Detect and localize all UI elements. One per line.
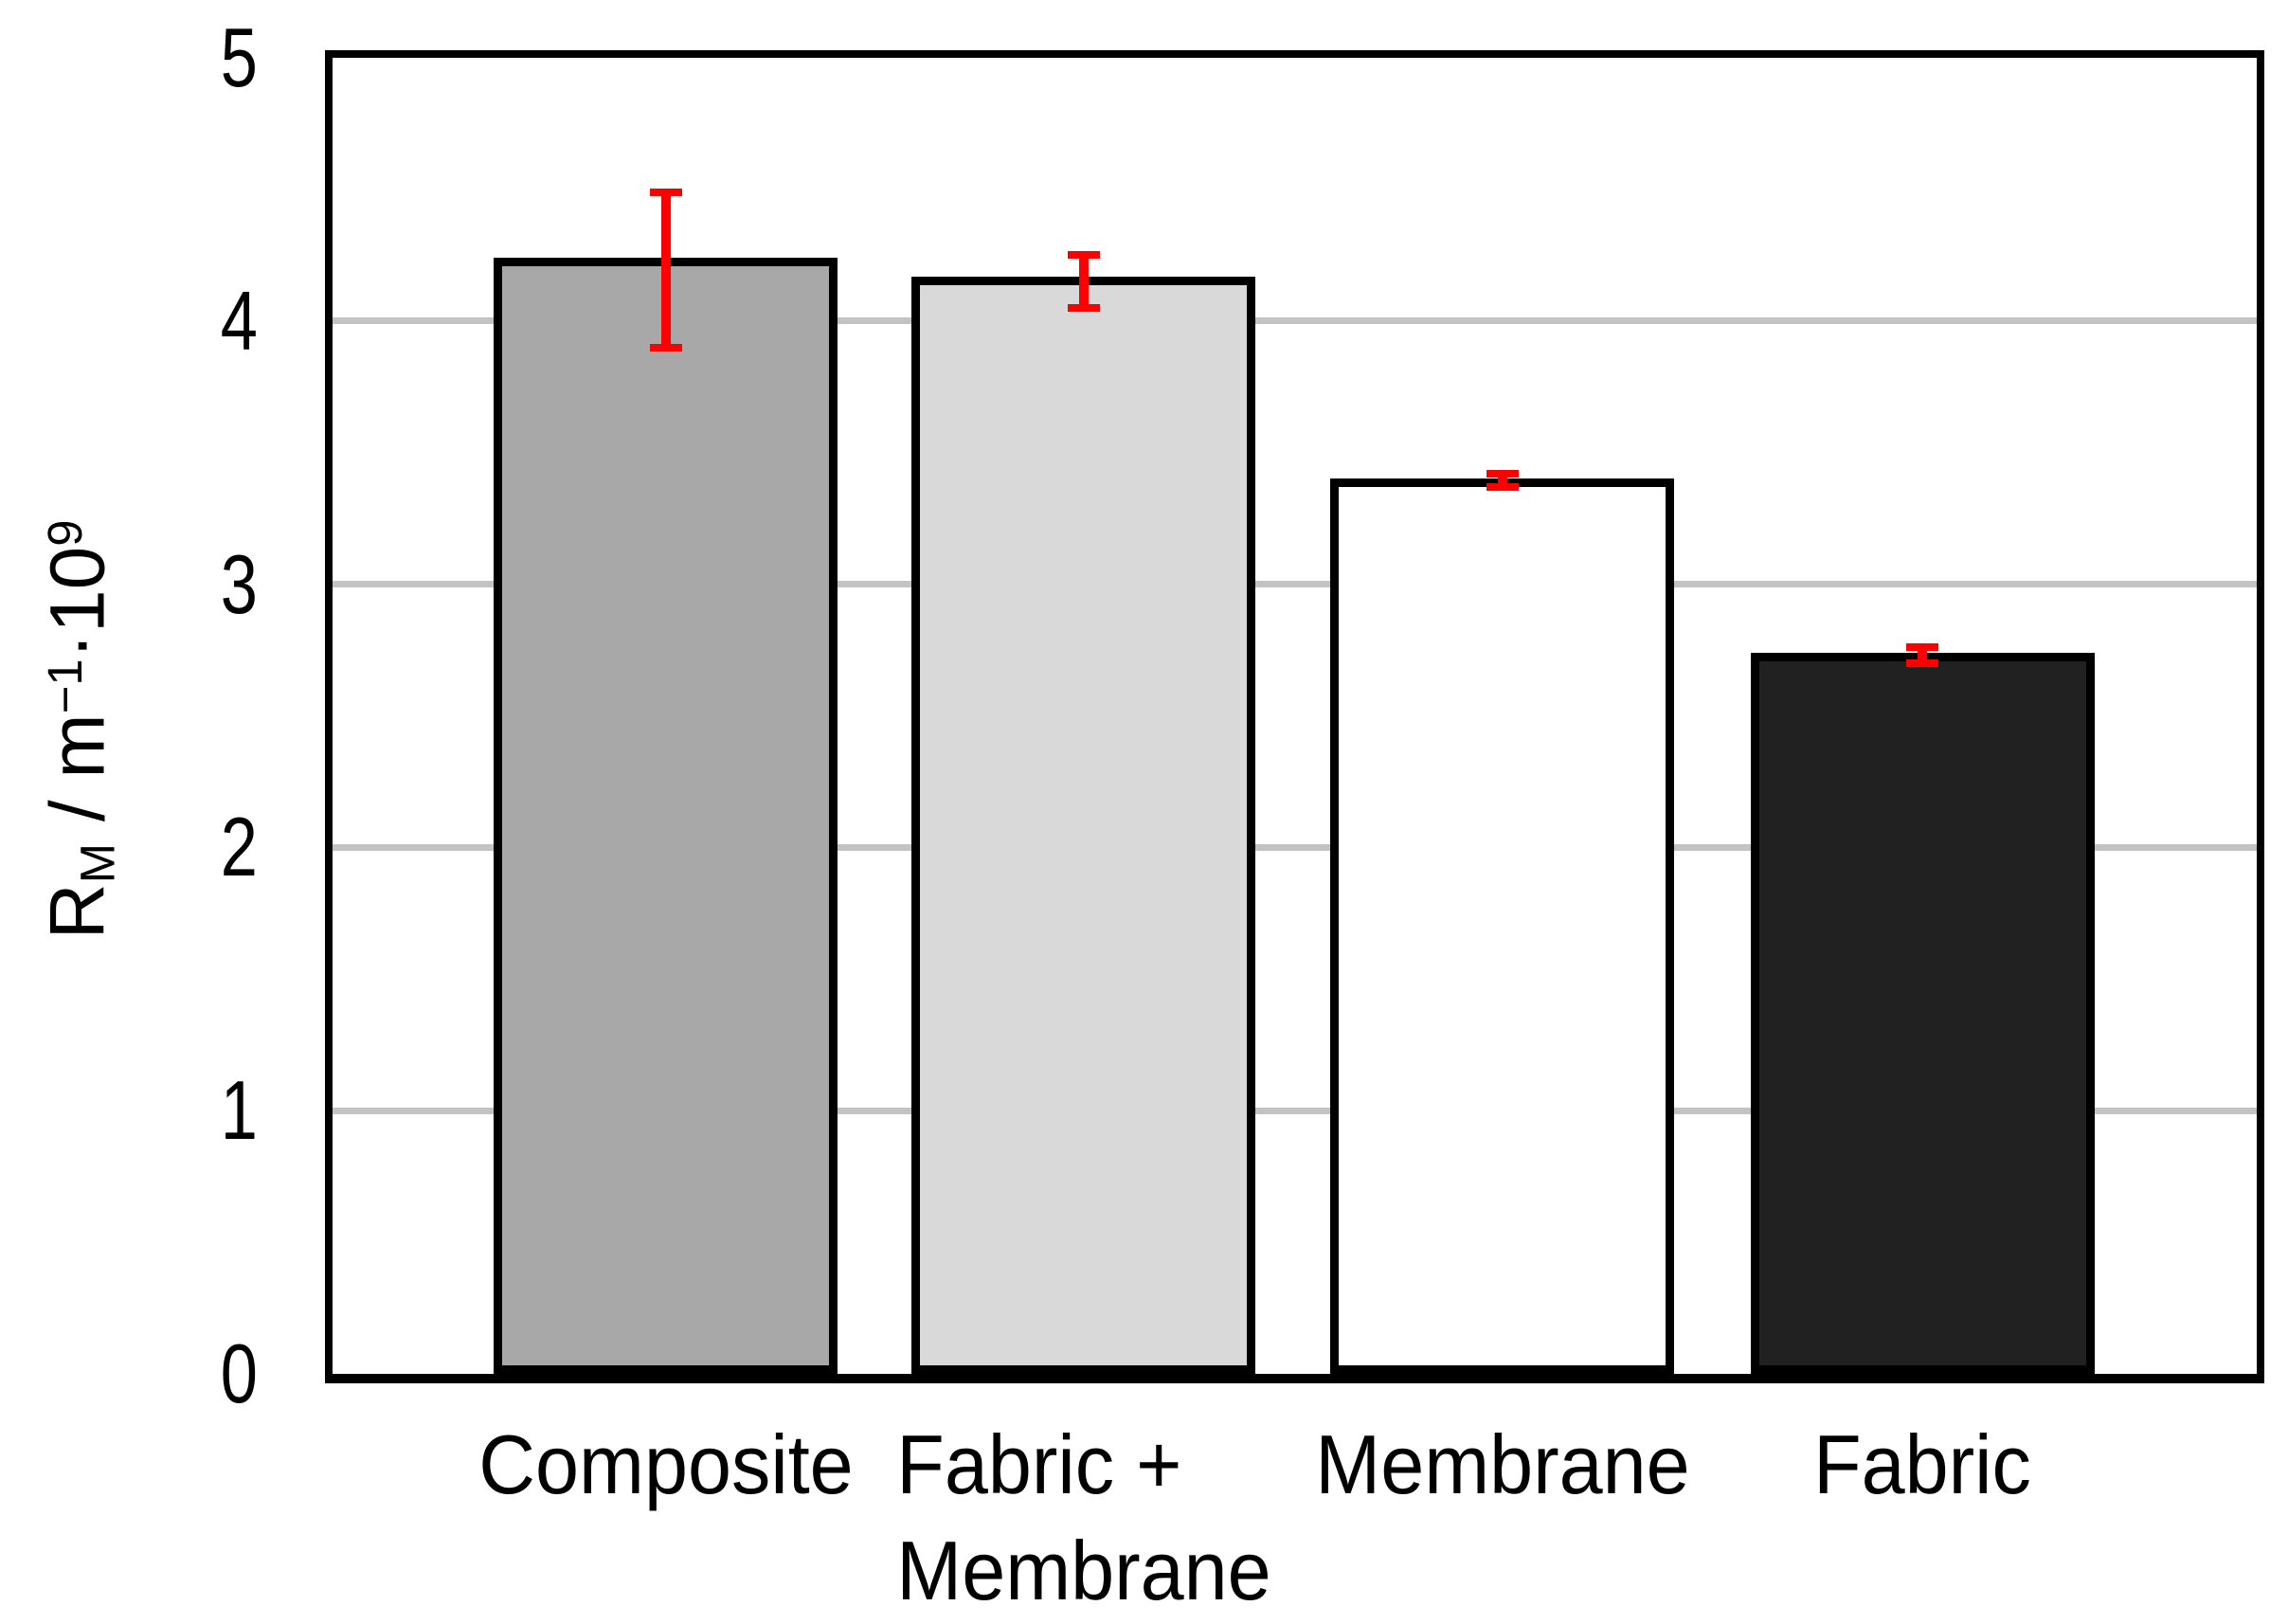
error-bar-fabric [1906, 643, 1938, 667]
gridline-3 [333, 581, 2257, 588]
error-bar-line [1918, 647, 1927, 663]
y-tick-label-3: 3 [0, 533, 258, 636]
y-tick-value: 3 [220, 536, 258, 631]
y-tick-label-5: 5 [0, 7, 258, 109]
plot-area [325, 50, 2264, 1383]
y-tick-label-1: 1 [0, 1059, 258, 1162]
error-bar-line [660, 191, 671, 348]
y-tick-value: 1 [220, 1063, 258, 1158]
y-tick-value: 5 [220, 10, 258, 104]
plot-inner [333, 58, 2257, 1374]
error-bar-cap [1067, 303, 1100, 312]
gridline-1 [333, 1107, 2257, 1114]
error-bar-membrane [1486, 469, 1519, 491]
y-tick-value: 2 [220, 800, 258, 894]
error-bar-cap [1486, 482, 1519, 491]
error-bar-fabric-membrane [1067, 251, 1100, 312]
y-axis-title-text: R [34, 883, 121, 940]
x-category-label-composite: Composite [478, 1417, 854, 1511]
x-category-label-membrane: Membrane [1315, 1417, 1690, 1511]
error-bar-cap [649, 343, 682, 352]
error-bar-cap [1906, 659, 1938, 667]
gridline-2 [333, 843, 2257, 851]
bar-fabric [1750, 652, 2095, 1374]
y-axis-title-sub: M [70, 842, 125, 884]
y-axis-title-text: / m [34, 713, 121, 843]
y-tick-label-4: 4 [0, 270, 258, 372]
y-axis-title-sup: −1 [38, 659, 93, 714]
y-tick-value: 4 [220, 273, 258, 368]
x-category-label-fabric: Fabric [1813, 1417, 2031, 1511]
x-category-label-fabric-membrane: Fabric + Membrane [896, 1417, 1271, 1617]
bar-membrane [1330, 478, 1675, 1374]
y-axis-title-text: ·10 [34, 546, 121, 659]
y-axis-title-sup: 9 [38, 519, 93, 547]
bar-composite [494, 258, 838, 1374]
y-tick-value: 0 [220, 1326, 258, 1420]
y-axis-title: RM / m−1·109 [34, 520, 126, 940]
error-bar-composite [649, 188, 682, 352]
error-bar-line [1497, 473, 1507, 487]
y-tick-label-0: 0 [0, 1323, 258, 1425]
bar-fabric-membrane [911, 276, 1256, 1374]
error-bar-line [1078, 255, 1089, 308]
y-tick-label-2: 2 [0, 796, 258, 898]
gridline-4 [333, 317, 2257, 325]
